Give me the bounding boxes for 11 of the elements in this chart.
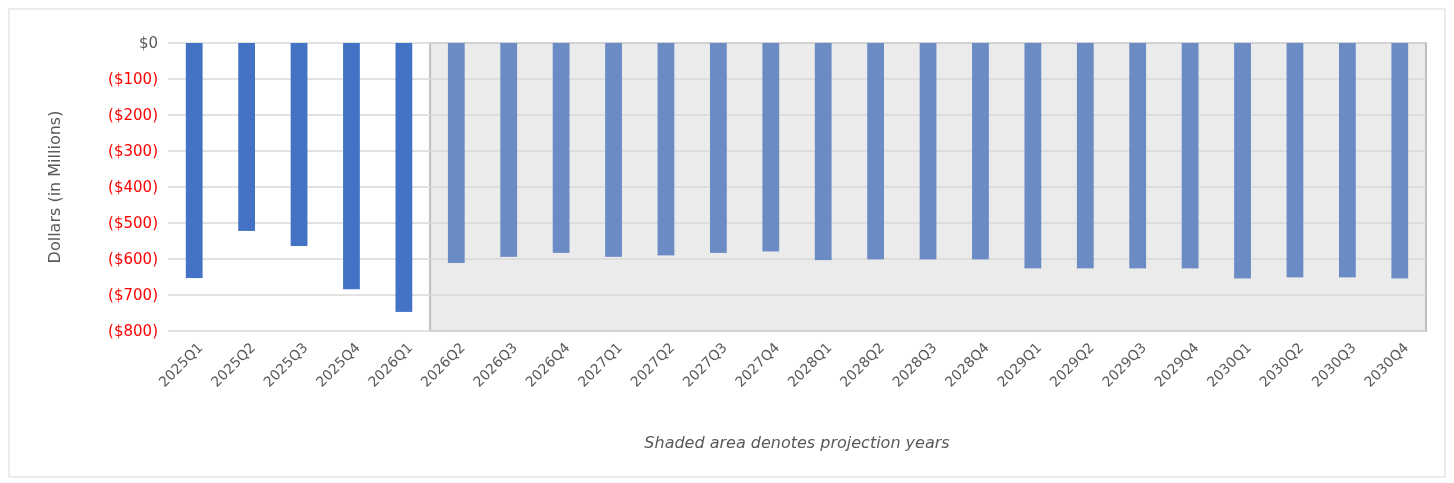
y-tick-label: $0 — [138, 34, 158, 53]
y-tick-label: ($400) — [108, 178, 158, 197]
y-tick-label: ($100) — [108, 70, 158, 89]
y-tick-label: ($600) — [108, 250, 158, 269]
y-tick-label: ($700) — [108, 286, 158, 305]
y-tick-label: ($500) — [108, 214, 158, 233]
y-axis-title: Dollars (in Millions) — [45, 110, 64, 264]
y-tick-label: ($800) — [108, 322, 158, 341]
text: Shaded area denotes projection years — [644, 433, 950, 452]
y-tick-label: ($200) — [108, 106, 158, 125]
y-tick-label: ($300) — [108, 142, 158, 161]
